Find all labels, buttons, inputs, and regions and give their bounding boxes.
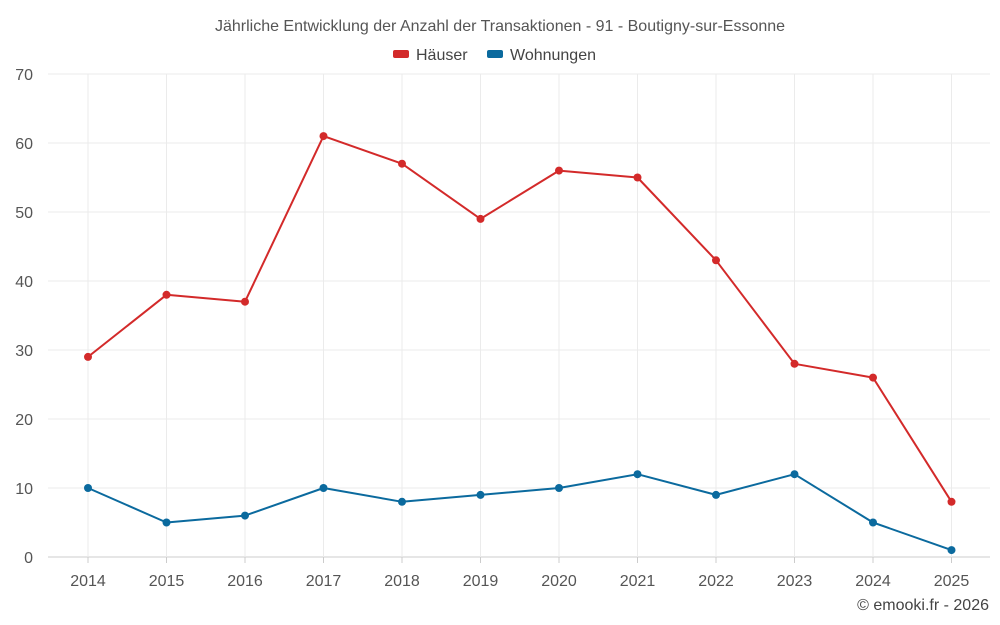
series-layer [84,132,956,555]
data-point-haeuser-2018[interactable] [398,159,406,168]
data-point-wohnungen-2015[interactable] [162,518,171,527]
y-tick-label: 40 [15,274,33,291]
data-point-wohnungen-2023[interactable] [790,470,799,479]
y-tick-label: 70 [15,67,33,84]
x-tick-label: 2015 [149,573,185,590]
legend-label-wohnungen[interactable]: Wohnungen [510,47,596,64]
data-point-haeuser-2023[interactable] [790,359,799,368]
y-tick-label: 0 [24,550,33,567]
credit: © emooki.fr - 2026 [857,597,989,614]
chart-title: Jährliche Entwicklung der Anzahl der Tra… [215,18,785,35]
series-haeuser [84,132,956,506]
x-tick-label: 2022 [698,573,734,590]
legend-label-haeuser[interactable]: Häuser [416,47,468,64]
data-point-wohnungen-2024[interactable] [869,518,877,527]
data-point-haeuser-2025[interactable] [947,497,956,506]
x-tick-label: 2024 [855,573,891,590]
x-tick-label: 2018 [384,573,420,590]
data-point-haeuser-2021[interactable] [633,173,642,182]
x-tick-label: 2021 [620,573,656,590]
data-point-haeuser-2022[interactable] [712,256,720,265]
x-tick-label: 2023 [777,573,813,590]
data-point-wohnungen-2014[interactable] [84,484,92,492]
grid [48,73,990,558]
x-tick-label: 2016 [227,573,263,590]
data-point-wohnungen-2021[interactable] [633,470,642,479]
data-point-wohnungen-2018[interactable] [398,497,406,506]
data-point-haeuser-2024[interactable] [869,373,877,382]
x-tick-label: 2014 [70,573,106,590]
y-tick-label: 20 [15,412,33,429]
y-tick-label: 60 [15,136,33,153]
x-tick-label: 2019 [463,573,499,590]
y-tick-label: 10 [15,481,33,498]
data-point-wohnungen-2020[interactable] [555,484,563,492]
y-tick-label: 30 [15,343,33,360]
x-tick-label: 2017 [306,573,342,590]
data-point-haeuser-2015[interactable] [162,290,171,299]
x-axis: 2014 2015 2016 2017 2018 2019 2020 2021 2022 2023… [70,557,969,590]
series-wohnungen [84,470,956,555]
data-point-wohnungen-2025[interactable] [947,546,956,555]
data-point-haeuser-2014[interactable] [84,352,92,361]
data-point-wohnungen-2017[interactable] [319,484,328,492]
y-tick-label: 50 [15,205,33,222]
data-point-wohnungen-2022[interactable] [712,490,720,499]
legend: Häuser Wohnungen [393,47,596,64]
y-axis: 0 10 20 30 40 50 60 70 [15,67,33,567]
data-point-haeuser-2019[interactable] [476,214,485,223]
legend-swatch-haeuser [393,50,409,58]
x-tick-label: 2025 [934,573,970,590]
data-point-wohnungen-2019[interactable] [476,490,485,499]
legend-swatch-wohnungen [487,50,503,58]
data-point-haeuser-2017[interactable] [319,132,328,141]
data-point-wohnungen-2016[interactable] [241,511,249,520]
series-line-wohnungen [87,473,952,552]
x-tick-label: 2020 [541,573,577,590]
series-line-haeuser [87,135,953,503]
data-point-haeuser-2016[interactable] [241,297,249,306]
data-point-haeuser-2020[interactable] [555,166,563,175]
